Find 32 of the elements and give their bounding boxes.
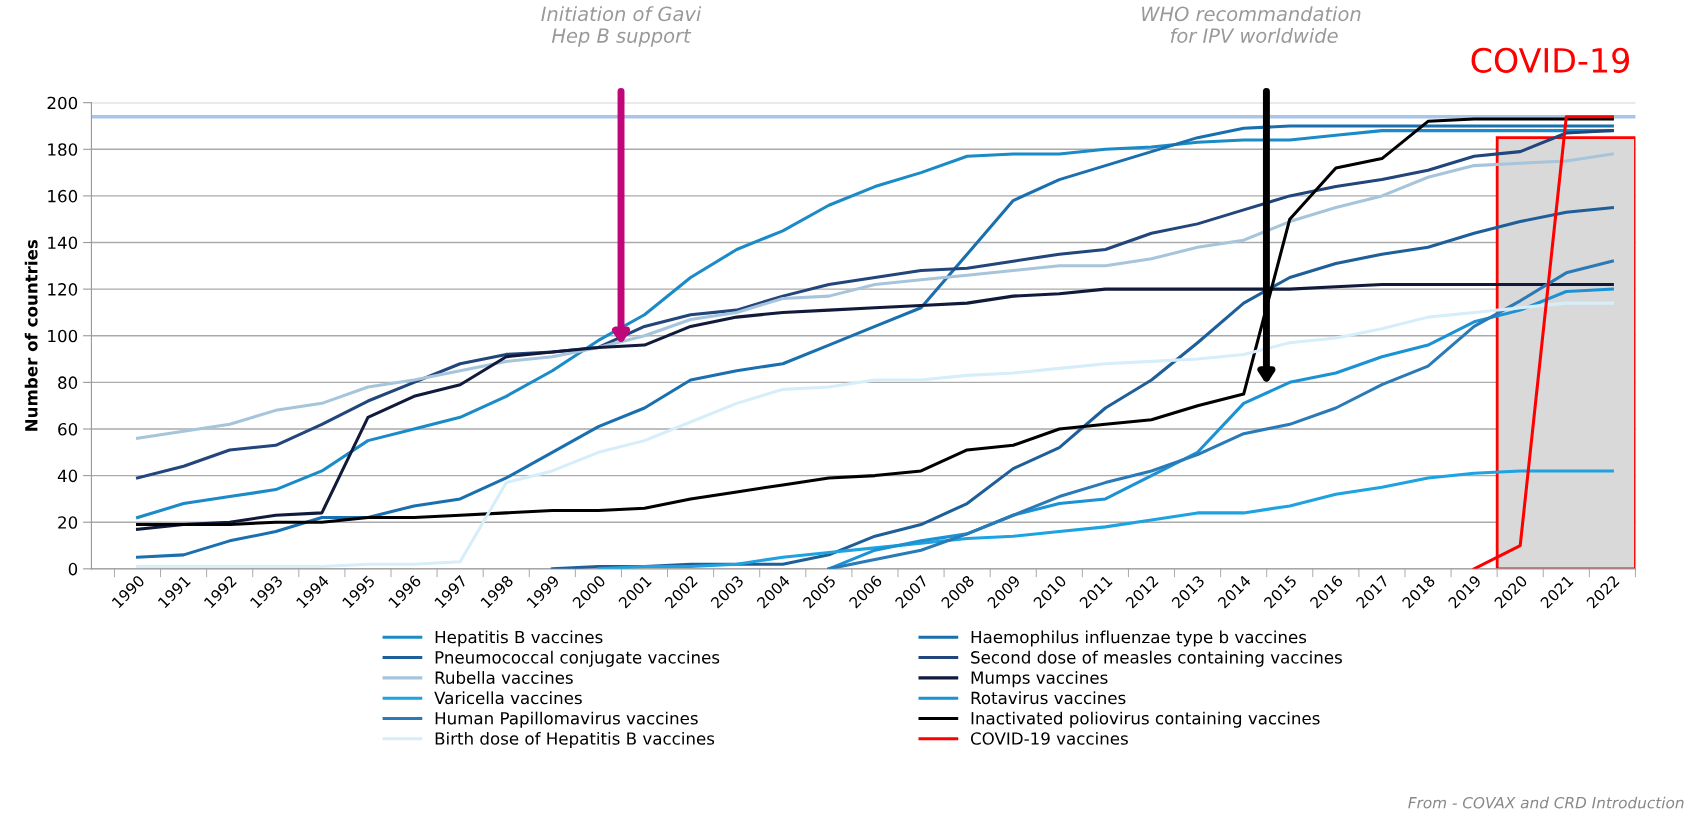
legend-label: Mumps vaccines	[971, 671, 1108, 688]
legend-label: Rubella vaccines	[435, 671, 573, 684]
y-tick-label: 160	[48, 189, 78, 203]
y-tick-label: 20	[58, 516, 78, 529]
legend-label: Varicella vaccines	[434, 691, 582, 705]
legend-label: Human Papillomavirus vaccines	[435, 711, 698, 728]
legend-label: Second dose of measles containing vaccines	[971, 650, 1342, 667]
y-tick-label: 180	[48, 143, 78, 156]
text: From - COVAX and CRD Introduction	[1408, 796, 1684, 809]
y-tick-label: 200	[47, 96, 78, 110]
line-series	[135, 282, 1614, 531]
line-series	[596, 469, 1614, 569]
y-tick-label: 40	[57, 469, 78, 483]
y-tick-label: 100	[48, 329, 78, 343]
legend-label: Inactivated poliovirus containing vaccines	[971, 711, 1320, 728]
text: Initiation of Gavi Hep B support	[541, 6, 702, 47]
y-tick-label: 0	[68, 562, 78, 576]
line-series	[135, 152, 1614, 440]
line-series	[135, 301, 1614, 569]
y-tick-label: 60	[58, 422, 78, 436]
y-tick-label: 80	[58, 376, 78, 389]
legend-label: COVID-19 vaccines	[970, 731, 1128, 745]
legend-label: Rotavirus vaccines	[971, 691, 1126, 705]
text: COVID-19	[1471, 47, 1630, 73]
y-tick-label: 120	[48, 283, 78, 296]
y-axis-title: Number of countries	[24, 239, 38, 431]
y-tick-label: 140	[48, 236, 78, 250]
legend-label: Pneumococcal conjugate vaccines	[435, 650, 720, 667]
legend-label: Haemophilus influenzae type b vaccines	[971, 630, 1307, 647]
legend-label: Birth dose of Hepatitis B vaccines	[435, 731, 715, 749]
legend-label: Hepatitis B vaccines	[435, 630, 603, 647]
text: WHO recommandation for IPV worldwide	[1142, 6, 1361, 43]
